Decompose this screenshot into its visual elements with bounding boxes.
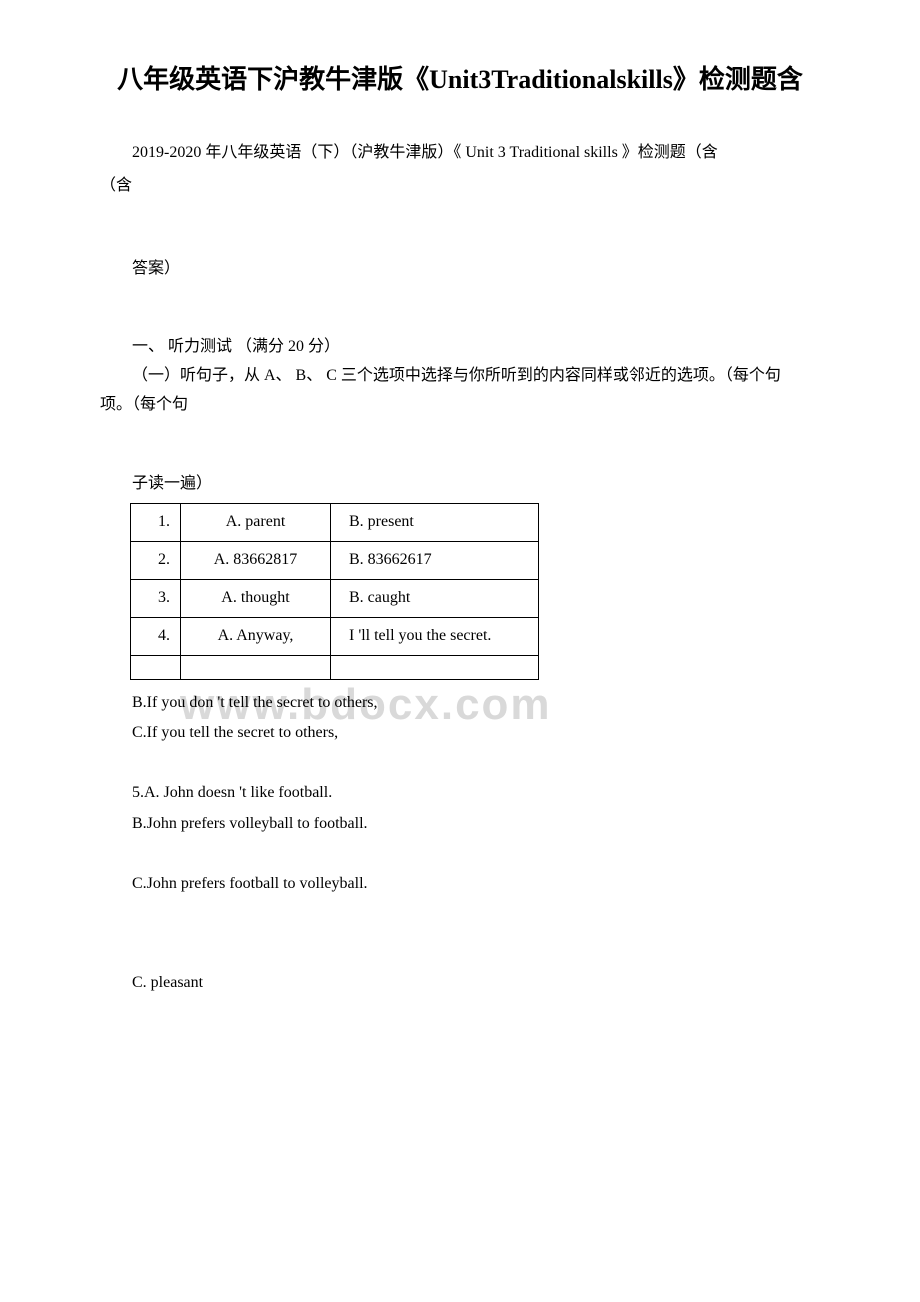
answer-label: 答案） — [100, 255, 820, 284]
intro-line: 2019-2020 年八年级英语（下）（沪教牛津版）《 Unit 3 Tradi… — [100, 139, 820, 168]
cell-b: I 'll tell you the secret. — [331, 617, 539, 655]
q5-line-c: C.John prefers football to volleyball. — [100, 869, 820, 899]
table-row: 2. A. 83662817 B. 83662617 — [131, 541, 539, 579]
cell-a: A. Anyway, — [181, 617, 331, 655]
cell-num: 3. — [131, 579, 181, 617]
table-row: 1. A. parent B. present — [131, 503, 539, 541]
cell-b: B. 83662617 — [331, 541, 539, 579]
cell-num: 1. — [131, 503, 181, 541]
option-b-line: B.If you don 't tell the secret to other… — [100, 688, 820, 718]
empty-cell — [331, 655, 539, 679]
document-title: 八年级英语下沪教牛津版《Unit3Traditionalskills》检测题含 — [100, 60, 820, 99]
table-row: 3. A. thought B. caught — [131, 579, 539, 617]
option-c-line: C.If you tell the secret to others, — [100, 718, 820, 748]
question-table: 1. A. parent B. present 2. A. 83662817 B… — [130, 503, 539, 680]
document-content: 八年级英语下沪教牛津版《Unit3Traditionalskills》检测题含 … — [100, 60, 820, 998]
section-1-sub-cont: 项。（每个句 — [100, 391, 820, 420]
cell-a: A. parent — [181, 503, 331, 541]
section-1-heading: 一、 听力测试 （满分 20 分） — [100, 333, 820, 362]
cell-a: A. 83662817 — [181, 541, 331, 579]
table-row: 4. A. Anyway, I 'll tell you the secret. — [131, 617, 539, 655]
empty-cell — [131, 655, 181, 679]
q5-line-a: 5.A. John doesn 't like football. — [100, 778, 820, 808]
cell-b: B. caught — [331, 579, 539, 617]
cell-a: A. thought — [181, 579, 331, 617]
intro-line-cont: （含 — [100, 172, 820, 201]
cell-num: 4. — [131, 617, 181, 655]
cell-b: B. present — [331, 503, 539, 541]
table-empty-row — [131, 655, 539, 679]
question-table-wrapper: 1. A. parent B. present 2. A. 83662817 B… — [130, 503, 820, 680]
c-pleasant-line: C. pleasant — [100, 968, 820, 998]
section-1-sub: （一）听句子，从 A、 B、 C 三个选项中选择与你所听到的内容同样或邻近的选项… — [100, 362, 820, 391]
cell-num: 2. — [131, 541, 181, 579]
section-1-sub2: 子读一遍） — [100, 470, 820, 499]
q5-line-b: B.John prefers volleyball to football. — [100, 809, 820, 839]
empty-cell — [181, 655, 331, 679]
